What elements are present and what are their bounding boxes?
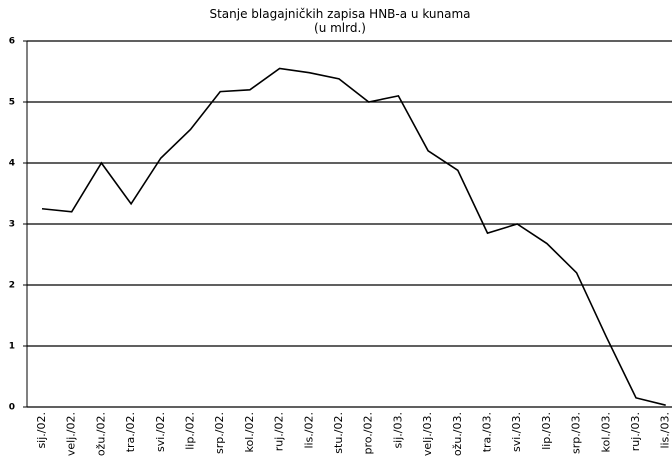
x-tick-label: ožu./03. (451, 412, 464, 456)
x-tick-label: svi./02. (154, 412, 167, 452)
x-tick-label: lip./02. (184, 412, 197, 450)
x-tick-label: srp./03. (570, 412, 583, 454)
x-tick-label: kol./02. (243, 412, 256, 452)
x-tick-label: sij./02. (35, 412, 48, 449)
x-tick-label: stu./02. (332, 412, 345, 454)
x-tick-label: pro./02. (362, 412, 375, 455)
y-tick-label: 5 (9, 98, 15, 108)
x-tick-label: svi./03. (510, 412, 523, 452)
x-tick-label: lip./03. (540, 412, 553, 450)
y-tick-label: 1 (9, 342, 15, 352)
x-tick-label: tra./03. (481, 412, 494, 452)
chart-subtitle: (u mlrd.) (314, 21, 366, 35)
x-tick-label: ožu./02. (94, 412, 107, 456)
x-tick-label: tra./02. (124, 412, 137, 452)
x-tick-label: ruj./02. (273, 412, 286, 451)
y-tick-label: 6 (9, 37, 15, 47)
x-tick-label: sij./03. (391, 412, 404, 449)
y-tick-label: 2 (9, 281, 15, 291)
y-tick-label: 0 (9, 403, 15, 413)
x-tick-label: velj./03. (421, 412, 434, 456)
y-tick-label: 4 (9, 159, 15, 169)
line-series (41, 67, 666, 406)
x-tick-label: lis./03. (659, 412, 672, 449)
x-tick-label: velj./02. (65, 412, 78, 456)
chart-title: Stanje blagajničkih zapisa HNB-a u kunam… (209, 7, 470, 21)
y-tick-label: 3 (9, 220, 15, 230)
x-tick-label: lis./02. (302, 412, 315, 449)
x-tick-label: ruj./03. (629, 412, 642, 451)
x-tick-label: kol./03. (599, 412, 612, 452)
x-tick-label: srp./02. (213, 412, 226, 454)
